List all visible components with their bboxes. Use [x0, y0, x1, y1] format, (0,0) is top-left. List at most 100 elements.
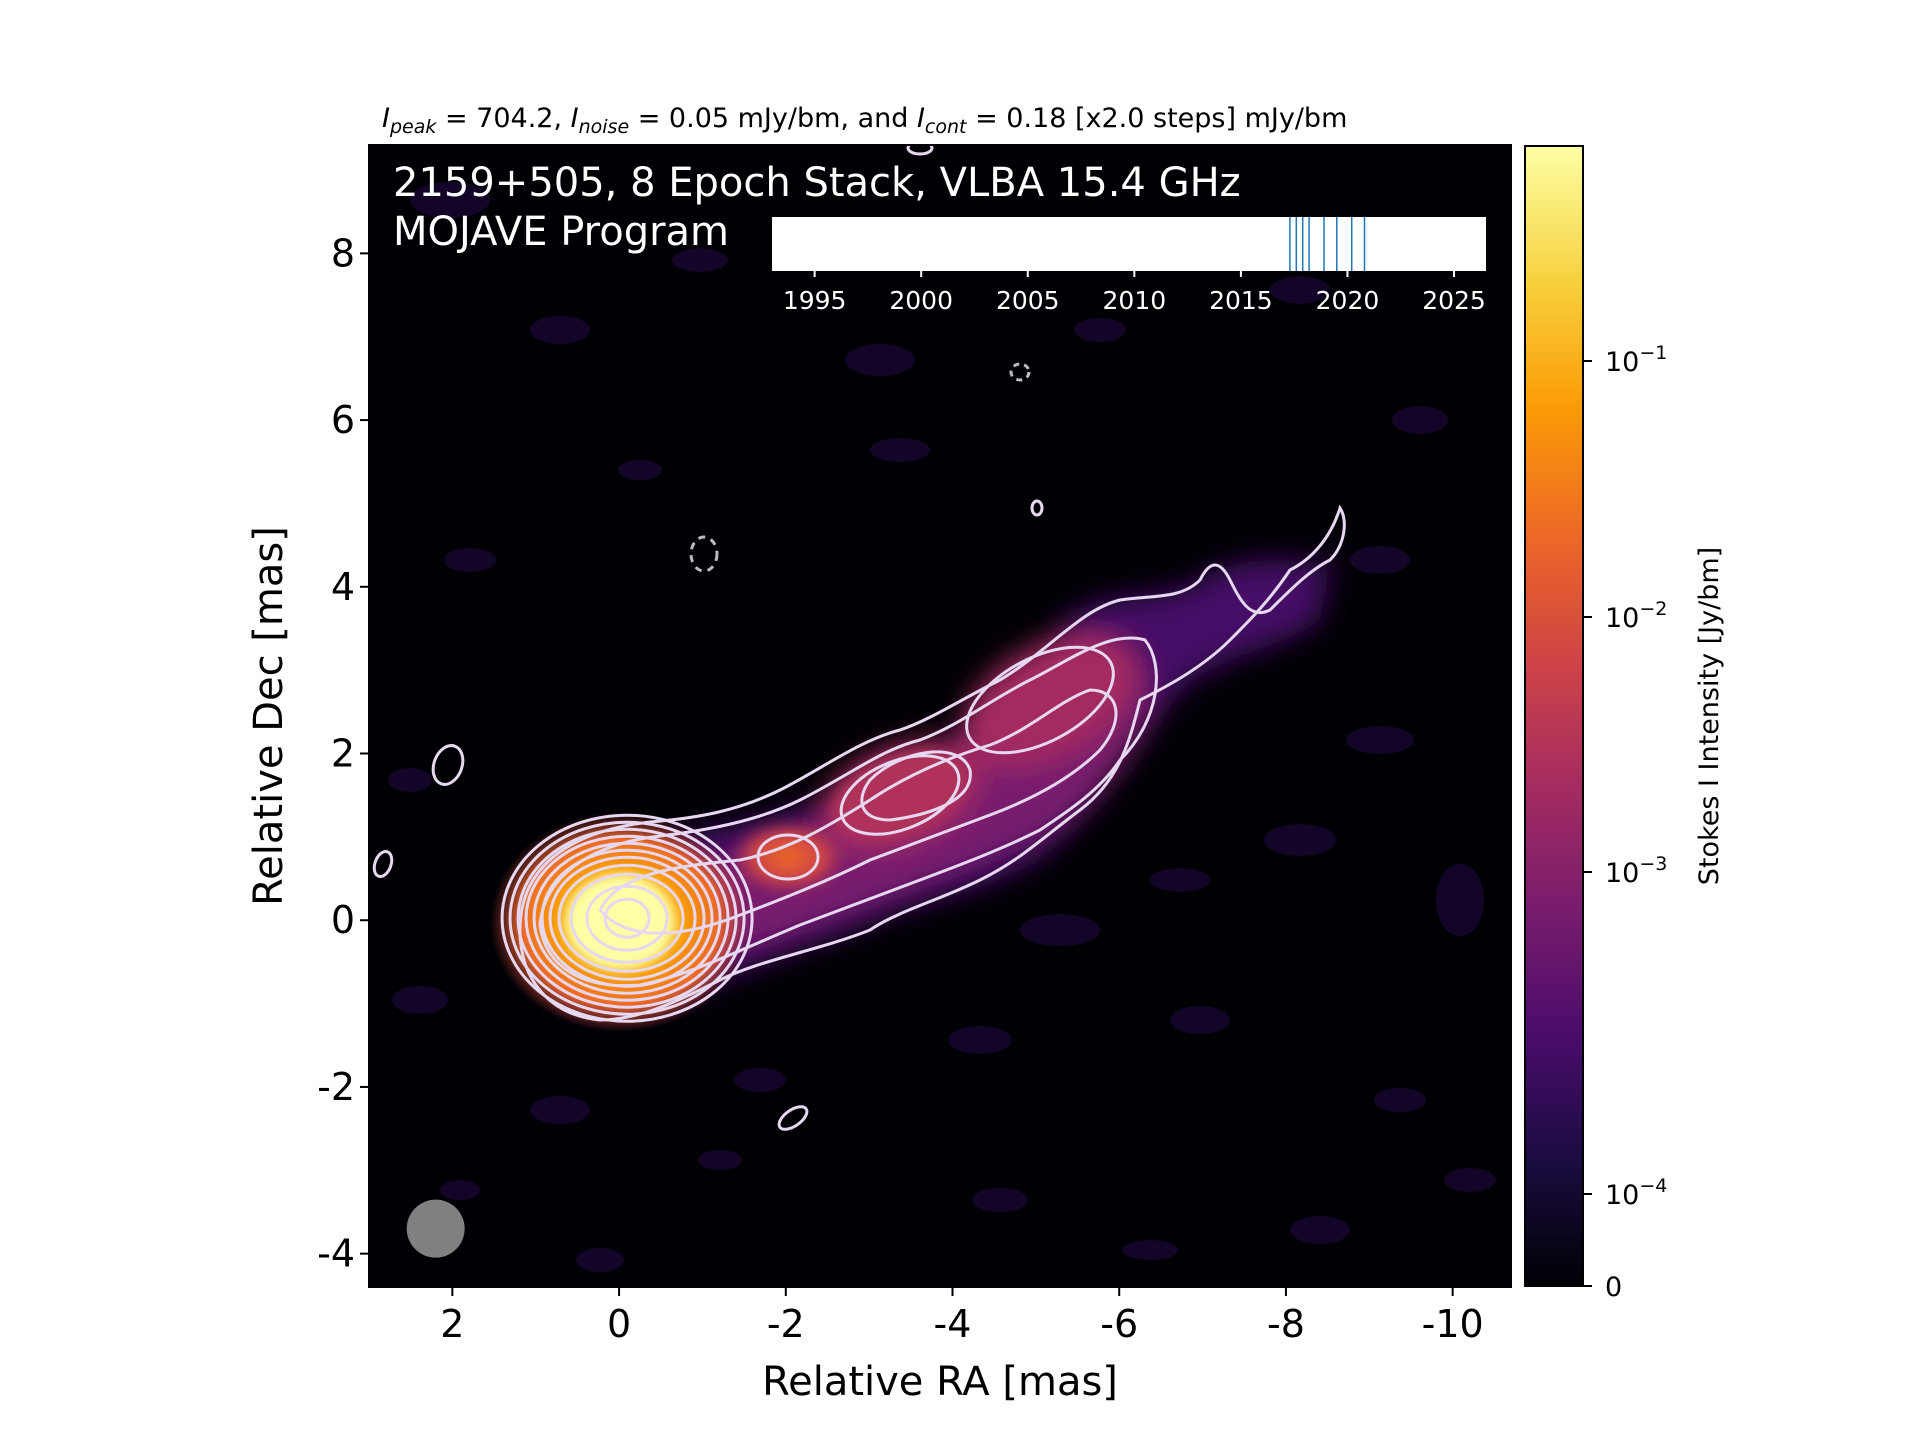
- noise-blob: [1444, 1168, 1496, 1192]
- header-peak-sub: peak: [389, 116, 437, 138]
- noise-blob: [1264, 824, 1336, 856]
- program-title: MOJAVE Program: [393, 209, 729, 255]
- core-contour: [508, 820, 746, 1016]
- epoch-lines: [1289, 217, 1366, 271]
- island-contour: [1030, 499, 1044, 517]
- noise-blob: [1392, 406, 1448, 434]
- emission-layer: [372, 145, 1496, 1272]
- core-contour: [569, 872, 685, 964]
- noise-blob: [1374, 1088, 1426, 1112]
- noise-blob: [392, 986, 448, 1014]
- noise-blob: [530, 316, 590, 344]
- y-tick-label: -4: [317, 1232, 355, 1276]
- negative-contour: [689, 535, 719, 573]
- colorbar-gradient: [1525, 146, 1583, 1286]
- epoch-tick-label: 2005: [996, 286, 1060, 315]
- island-contour: [372, 849, 394, 879]
- noise-blob: [1150, 868, 1210, 892]
- y-tick-label: -2: [317, 1065, 355, 1109]
- noise-blob: [972, 1188, 1028, 1212]
- noise-blob: [576, 1248, 624, 1272]
- header-peak-value: = 704.2,: [436, 103, 570, 134]
- island-contour: [431, 744, 465, 786]
- noise-blobs: [388, 182, 1496, 1272]
- epoch-tick-label: 2025: [1422, 286, 1486, 315]
- y-tick-label: 8: [331, 231, 355, 275]
- noise-blob: [734, 1068, 786, 1092]
- noise-blob: [1290, 1216, 1350, 1244]
- noise-blob: [530, 1096, 590, 1124]
- plot-frame: [368, 144, 1512, 1288]
- y-axis-label: Relative Dec [mas]: [246, 526, 292, 906]
- noise-blob: [1122, 1240, 1178, 1260]
- y-tick-label: 0: [331, 898, 355, 942]
- knot-contour: [965, 645, 1115, 755]
- epoch-timeline-box: [772, 217, 1486, 271]
- x-axis-ticks: 2 0 -2 -4 -6 -8 -10: [440, 1287, 1484, 1346]
- noise-blob: [1350, 546, 1410, 574]
- epoch-tick-label: 2015: [1209, 286, 1273, 315]
- noise-blob: [672, 248, 728, 272]
- y-tick-label: 6: [331, 398, 355, 442]
- colorbar-tick-label: 10−4: [1605, 1175, 1667, 1211]
- noise-blob: [948, 1026, 1012, 1054]
- epoch-tick-label: 2020: [1316, 286, 1380, 315]
- noise-blob: [1270, 276, 1330, 304]
- header-cont-value: = 0.18 [x2.0 steps] mJy/bm: [966, 103, 1347, 134]
- epoch-tick-label: 2010: [1103, 286, 1167, 315]
- colorbar-label: Stokes I Intensity [Jy/bm]: [1694, 547, 1725, 885]
- noise-blob: [440, 1180, 480, 1200]
- colorbar-tick-label: 10−2: [1605, 598, 1667, 634]
- island-contour: [906, 145, 934, 156]
- knot-contour: [839, 754, 961, 836]
- noise-blob: [870, 438, 930, 462]
- knot-contour: [756, 833, 820, 881]
- x-tick-label: 2: [440, 1302, 464, 1346]
- negative-contour: [1009, 362, 1031, 382]
- header-line: Ipeak = 704.2, Inoise = 0.05 mJy/bm, and…: [382, 103, 1347, 138]
- epoch-tick-label: 1995: [783, 286, 847, 315]
- noise-blob: [698, 1150, 742, 1170]
- x-tick-label: 0: [607, 1302, 631, 1346]
- header-noise-value: = 0.05 mJy/bm, and: [629, 103, 917, 134]
- noise-blob: [845, 344, 915, 376]
- colorbar-tick-label: 10−1: [1605, 342, 1667, 378]
- colorbar-tick-label: 10−3: [1605, 853, 1667, 889]
- colorbar-frame: [1524, 145, 1584, 1287]
- core-contour: [557, 863, 697, 973]
- source-title: 2159+505, 8 Epoch Stack, VLBA 15.4 GHz: [393, 160, 1241, 206]
- header-noise-symbol: I: [571, 103, 579, 134]
- jet-contour: [860, 750, 972, 822]
- core-contour: [603, 897, 651, 939]
- y-axis-ticks: 8 6 4 2 0 -2 -4: [317, 231, 369, 1276]
- plot-background: [369, 145, 1511, 1287]
- beam-ellipse: [406, 1199, 465, 1258]
- noise-blob: [1170, 1006, 1230, 1034]
- jet-contour: [518, 504, 1346, 1022]
- epoch-timeline: 1995 2000 2005 2010 2015 2020 2025: [772, 217, 1486, 315]
- core-contour: [500, 813, 754, 1023]
- noise-blob: [444, 548, 496, 572]
- noise-blob: [388, 768, 432, 792]
- jet-contour: [538, 636, 1158, 988]
- y-tick-label: 4: [331, 565, 355, 609]
- contour-lines: [372, 145, 1346, 1131]
- epoch-ticks: 1995 2000 2005 2010 2015 2020 2025: [783, 271, 1486, 315]
- x-axis-label: Relative RA [mas]: [762, 1359, 1118, 1405]
- core-contour: [516, 827, 738, 1009]
- noise-blob: [1074, 318, 1126, 342]
- header-cont-symbol: I: [917, 103, 925, 134]
- x-tick-label: -8: [1267, 1302, 1305, 1346]
- header-cont-sub: cont: [925, 116, 968, 138]
- island-contour: [777, 1105, 809, 1131]
- noise-blob: [1436, 864, 1484, 936]
- image-panel: 2159+505, 8 Epoch Stack, VLBA 15.4 GHz M…: [368, 144, 1512, 1288]
- y-tick-label: 2: [331, 732, 355, 776]
- noise-blob: [618, 460, 662, 480]
- noise-blob: [1346, 726, 1414, 754]
- x-tick-label: -4: [934, 1302, 972, 1346]
- header-noise-sub: noise: [579, 116, 630, 138]
- colorbar-ticks: 0 10−4 10−3 10−2 10−1: [1583, 342, 1667, 1303]
- x-tick-label: -10: [1422, 1302, 1484, 1346]
